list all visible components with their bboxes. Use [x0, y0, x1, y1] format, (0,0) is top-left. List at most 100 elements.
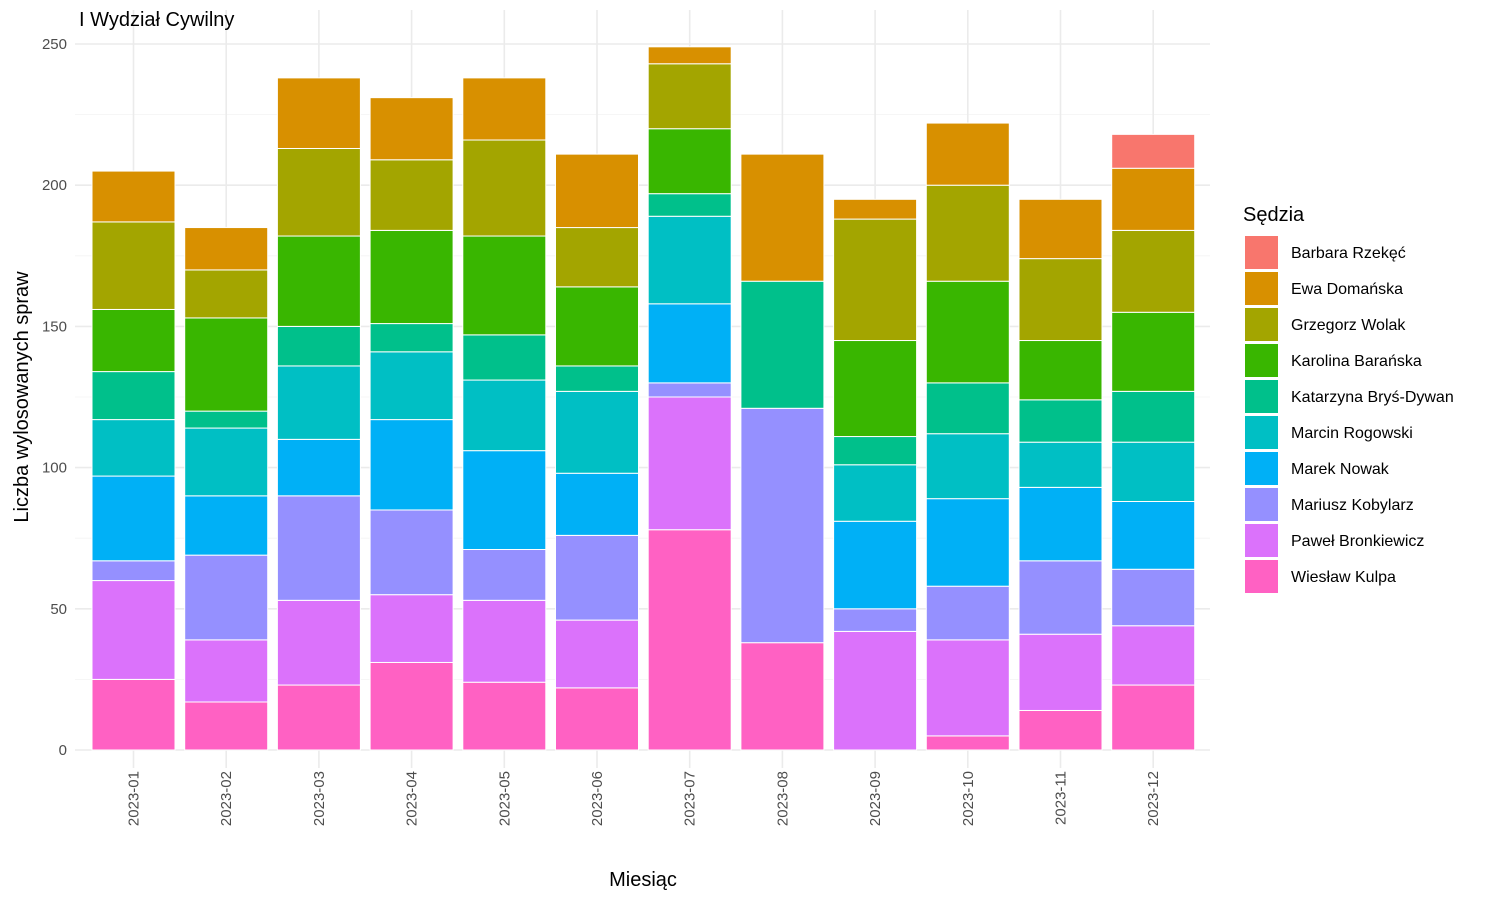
bar-segment: [555, 227, 639, 288]
bar-segment: [369, 419, 454, 511]
x-tick-label: 2023-05: [496, 771, 513, 826]
bar-segment: [833, 520, 918, 610]
bar-segment: [276, 147, 361, 237]
legend-swatch: [1245, 524, 1278, 557]
bar-segment: [462, 450, 547, 550]
bar-segment: [91, 419, 176, 477]
bar-segment: [740, 642, 825, 751]
bar-segment: [740, 407, 825, 644]
bar-segment: [369, 351, 454, 421]
x-tick-label: 2023-04: [404, 771, 421, 826]
bar-segment: [276, 495, 361, 601]
bar-segment: [184, 227, 269, 271]
bar-segment: [647, 396, 732, 531]
bar-segment: [276, 438, 361, 497]
legend-swatch: [1245, 236, 1278, 269]
legend-swatch: [1245, 380, 1278, 413]
bar-segment: [276, 684, 361, 751]
x-tick-label: 2023-11: [1053, 771, 1070, 825]
bar-segment: [462, 139, 547, 237]
legend-label: Mariusz Kobylarz: [1291, 497, 1414, 514]
bar-segment: [91, 678, 176, 751]
bar-segment: [184, 410, 269, 429]
bar-segment: [276, 235, 361, 327]
bar-segment: [555, 472, 639, 536]
bar-segment: [1111, 311, 1196, 392]
bar-segment: [462, 334, 547, 381]
bar-segment: [91, 580, 176, 680]
bar-segment: [276, 365, 361, 440]
bar-segment: [462, 599, 547, 683]
x-tick-label: 2023-12: [1145, 771, 1162, 826]
bar-segment: [1018, 486, 1103, 562]
bar-segment: [555, 286, 639, 367]
bar-segment: [369, 661, 454, 751]
x-axis-title: Miesiąc: [609, 869, 677, 891]
bar-segment: [276, 599, 361, 686]
legend-label: Marcin Rogowski: [1291, 425, 1413, 442]
bar-segment: [369, 159, 454, 231]
bar-segment: [647, 193, 732, 217]
legend-label: Ewa Domańska: [1291, 281, 1403, 298]
bar-segment: [369, 323, 454, 353]
bar-segment: [184, 639, 269, 703]
legend-swatch: [1245, 344, 1278, 377]
bar-segment: [184, 495, 269, 556]
x-tick-label: 2023-08: [774, 771, 791, 826]
x-tick-label: 2023-01: [126, 771, 143, 826]
y-tick-label: 100: [42, 460, 67, 477]
bar-segment: [1111, 167, 1196, 231]
bar-segment: [1018, 399, 1103, 443]
bar-segment: [276, 325, 361, 367]
y-axis-ticks: 0 50 100 150 200 250: [42, 36, 67, 759]
bar-segment: [462, 235, 547, 336]
bar-segment: [1111, 229, 1196, 313]
legend-swatch: [1245, 272, 1278, 305]
bar-segment: [925, 184, 1010, 282]
y-tick-label: 150: [42, 318, 67, 335]
bar-segment: [1111, 500, 1196, 570]
bar-segment: [369, 594, 454, 663]
bar-segment: [555, 687, 639, 751]
legend-label: Karolina Barańska: [1291, 353, 1422, 370]
legend-swatch: [1245, 452, 1278, 485]
bar-segment: [647, 303, 732, 384]
bar-segment: [462, 681, 547, 751]
bar-segment: [833, 218, 918, 342]
x-tick-label: 2023-02: [218, 771, 235, 826]
bar-segment: [925, 280, 1010, 384]
bar-segment: [91, 221, 176, 310]
bar-segment: [647, 46, 732, 65]
legend-label: Paweł Bronkiewicz: [1291, 533, 1424, 550]
bar-segment: [833, 608, 918, 632]
legend-label: Grzegorz Wolak: [1291, 317, 1406, 334]
bar-segment: [740, 153, 825, 282]
bar-segment: [1111, 390, 1196, 443]
legend-label: Marek Nowak: [1291, 461, 1390, 478]
y-tick-label: 50: [50, 601, 67, 618]
bar-segment: [647, 215, 732, 305]
bar-segment: [1111, 684, 1196, 751]
x-tick-label: 2023-03: [311, 771, 328, 826]
bar-segment: [91, 560, 176, 582]
bar-segment: [462, 548, 547, 601]
y-axis-title: Liczba wylosowanych spraw: [11, 271, 33, 523]
bar-segment: [833, 436, 918, 466]
bar-segment: [925, 639, 1010, 737]
bar-segment: [369, 229, 454, 325]
bar-segment: [1018, 258, 1103, 342]
bar-segment: [91, 475, 176, 562]
bar-segment: [276, 77, 361, 149]
legend-label: Katarzyna Bryś-Dywan: [1291, 389, 1454, 406]
bar-segment: [647, 63, 732, 130]
x-tick-label: 2023-09: [867, 771, 884, 826]
bar-segment: [740, 280, 825, 409]
legend-swatch: [1245, 416, 1278, 449]
bar-segment: [462, 77, 547, 141]
bar-segment: [1018, 340, 1103, 401]
bars: [91, 46, 1196, 751]
bar-segment: [1018, 709, 1103, 751]
bar-segment: [925, 382, 1010, 435]
legend-title: Sędzia: [1243, 204, 1305, 226]
